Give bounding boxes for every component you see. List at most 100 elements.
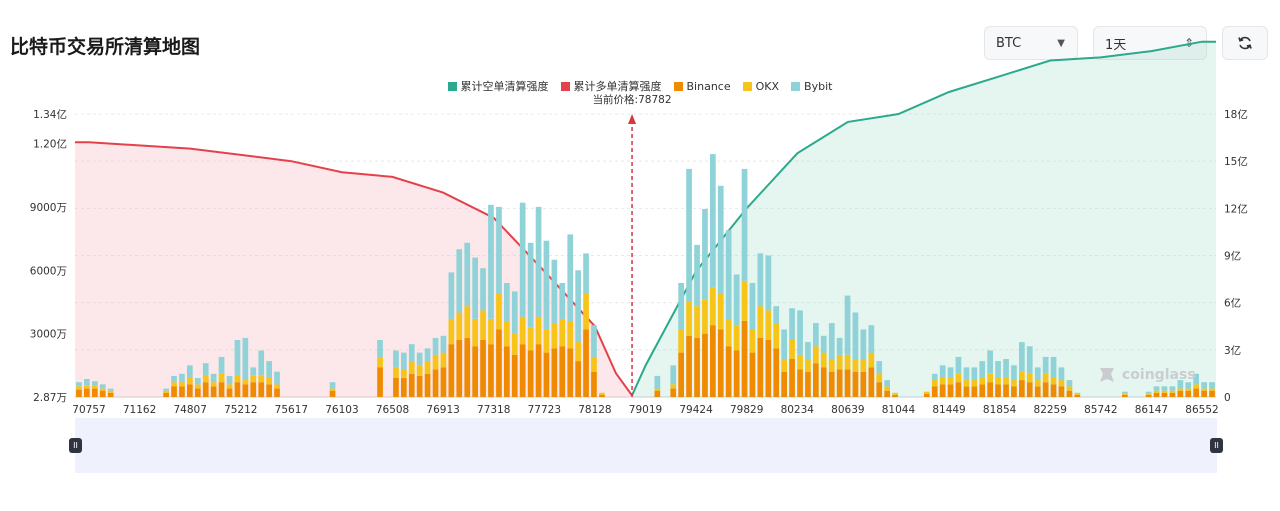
x-tick-label: 74807	[173, 404, 206, 416]
bar-okx	[1209, 388, 1215, 391]
bar-bybit	[84, 379, 90, 386]
legend-item-long[interactable]: 累计多单清算强度	[560, 78, 662, 94]
bar-okx	[76, 386, 82, 390]
bar-bybit	[1177, 380, 1184, 389]
liquidation-chart[interactable]: 当前价格:78782 2.87万 3000万 6000万 9000万 1.20亿 1.34亿…	[0, 0, 1280, 420]
coin-select-value: BTC	[996, 35, 1022, 51]
bar-okx	[828, 359, 835, 372]
x-tick-label: 80234	[781, 404, 815, 416]
bar-binance	[401, 378, 407, 397]
bar-binance	[741, 321, 748, 397]
range-slider[interactable]: II II	[69, 418, 1223, 473]
slider-handle-right[interactable]: II	[1210, 438, 1223, 453]
bar-okx	[92, 385, 98, 389]
bar-bybit	[472, 257, 478, 319]
bar-bybit	[226, 375, 233, 385]
bar-okx	[1034, 380, 1041, 387]
bar-okx	[424, 361, 431, 374]
bar-binance	[884, 390, 890, 397]
bar-okx	[187, 378, 193, 385]
slider-handle-left[interactable]: II	[69, 438, 82, 453]
bar-bybit	[1161, 386, 1168, 391]
bar-okx	[820, 352, 827, 368]
bar-bybit	[258, 350, 265, 376]
bar-binance	[1050, 384, 1057, 397]
time-range-select[interactable]: 1天 ⇕	[1093, 26, 1207, 60]
x-tick-label: 76508	[376, 404, 409, 416]
bar-bybit	[828, 323, 835, 359]
bar-binance	[511, 354, 518, 397]
bar-okx	[401, 369, 407, 378]
bar-okx	[99, 388, 106, 391]
bar-binance	[678, 352, 684, 397]
y-right-tick-label: 18亿	[1224, 108, 1248, 121]
x-tick-label: 77723	[528, 404, 561, 416]
bar-bybit	[789, 308, 795, 340]
bar-bybit	[955, 356, 962, 374]
bar-okx	[860, 359, 867, 372]
x-tick-label: 79424	[679, 404, 713, 416]
bar-okx	[535, 316, 542, 345]
bar-okx	[1169, 390, 1176, 393]
time-range-value: 1天	[1105, 37, 1127, 53]
bar-okx	[1066, 386, 1073, 391]
bar-bybit	[1193, 373, 1199, 385]
long-cumulative-line	[75, 141, 633, 396]
bar-binance	[599, 394, 605, 397]
bar-bybit	[107, 388, 114, 391]
bar-okx	[480, 310, 486, 340]
bar-bybit	[733, 274, 740, 326]
bar-binance	[187, 384, 193, 397]
bar-bybit	[424, 348, 431, 362]
bar-bybit	[464, 242, 471, 307]
bar-bybit	[179, 373, 185, 383]
bar-binance	[266, 384, 272, 397]
bar-okx	[1161, 390, 1168, 393]
coin-select[interactable]: BTC ▼	[984, 26, 1078, 60]
bar-okx	[963, 380, 970, 387]
refresh-button[interactable]	[1222, 26, 1268, 60]
y-left-tick-label: 6000万	[30, 265, 67, 277]
bar-bybit	[702, 209, 708, 300]
bar-bybit	[971, 367, 978, 381]
legend-item-short[interactable]: 累计空单清算强度	[447, 78, 549, 94]
bar-binance	[496, 329, 502, 397]
bar-bybit	[1209, 382, 1215, 389]
bar-binance	[1122, 394, 1128, 397]
x-tick-label: 80639	[831, 404, 864, 416]
legend-label: OKX	[755, 79, 780, 93]
bar-binance	[1177, 390, 1184, 397]
bar-bybit	[202, 363, 209, 376]
bar-okx	[1193, 384, 1199, 389]
bar-okx	[725, 318, 732, 347]
bar-okx	[1042, 373, 1049, 383]
bar-bybit	[1003, 359, 1009, 378]
bar-okx	[432, 354, 439, 370]
bar-binance	[464, 337, 471, 397]
legend-item-binance[interactable]: Binance	[673, 78, 731, 94]
bar-bybit	[797, 310, 803, 355]
bar-bybit	[710, 154, 716, 288]
bar-bybit	[408, 344, 415, 362]
y-right-tick-label: 3亿	[1224, 344, 1241, 357]
bar-binance	[1058, 386, 1065, 397]
bar-binance	[805, 371, 811, 397]
bar-binance	[440, 367, 447, 397]
legend-item-bybit[interactable]: Bybit	[791, 78, 832, 94]
bar-binance	[1034, 386, 1041, 397]
bar-okx	[163, 390, 169, 393]
bar-binance	[963, 386, 970, 397]
bar-binance	[408, 373, 415, 397]
bar-okx	[1185, 388, 1192, 391]
bar-okx	[543, 329, 550, 353]
page-title: 比特币交易所清算地图	[10, 36, 201, 58]
bar-bybit	[242, 337, 249, 381]
legend-item-okx[interactable]: OKX	[742, 78, 780, 94]
bar-okx	[1019, 371, 1025, 381]
bar-okx	[266, 378, 272, 385]
bar-binance	[1042, 382, 1049, 397]
bar-binance	[567, 348, 574, 397]
bar-bybit	[931, 373, 938, 381]
bar-binance	[1066, 390, 1073, 397]
legend-swatch	[791, 81, 801, 91]
